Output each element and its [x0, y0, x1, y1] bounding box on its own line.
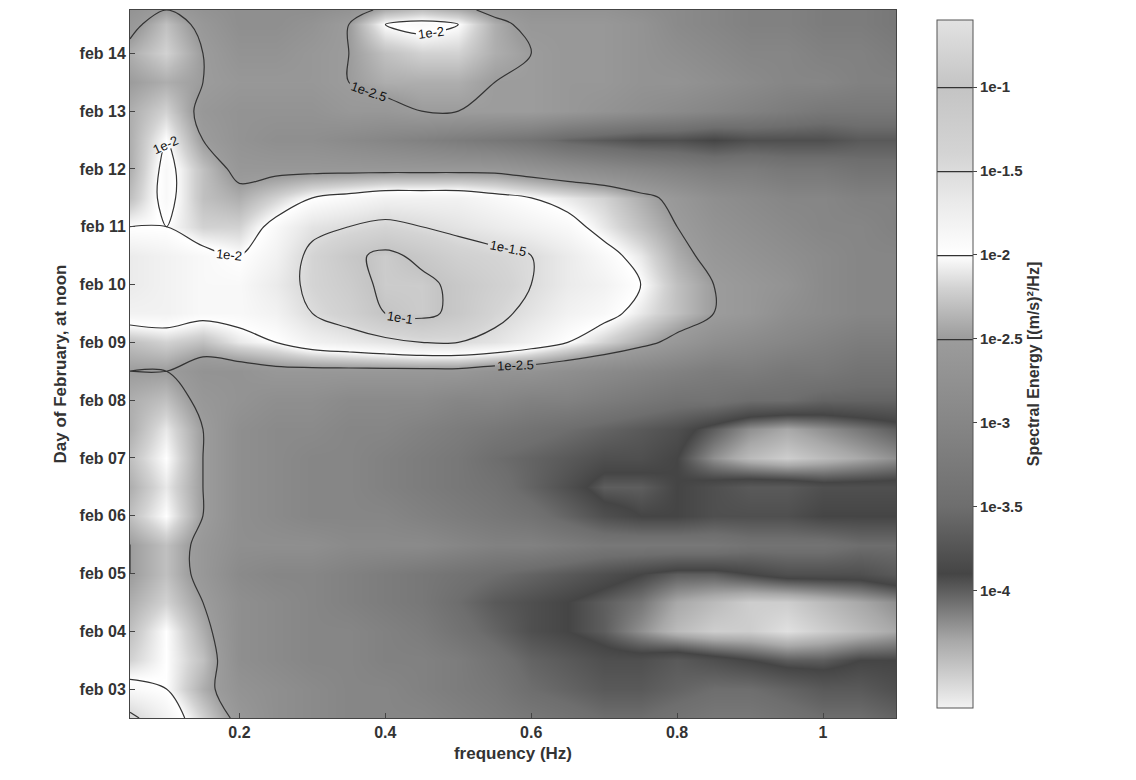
svg-text:1e-1.5: 1e-1.5: [980, 162, 1023, 179]
svg-text:1e-4: 1e-4: [980, 582, 1011, 599]
svg-text:feb 10: feb 10: [80, 276, 126, 293]
svg-text:0.4: 0.4: [374, 724, 396, 741]
svg-text:1e-1: 1e-1: [980, 78, 1010, 95]
svg-text:1e-3.5: 1e-3.5: [980, 498, 1023, 515]
svg-text:feb 09: feb 09: [80, 334, 126, 351]
svg-text:0.2: 0.2: [228, 724, 250, 741]
svg-text:0.6: 0.6: [520, 724, 542, 741]
svg-text:feb 07: feb 07: [80, 450, 126, 467]
svg-text:feb 03: feb 03: [80, 681, 126, 698]
svg-text:1e-2.5: 1e-2.5: [980, 330, 1023, 347]
svg-text:1e-1: 1e-1: [386, 308, 414, 327]
svg-text:1e-2: 1e-2: [215, 246, 243, 264]
svg-text:feb 14: feb 14: [80, 45, 126, 62]
svg-text:1e-2: 1e-2: [980, 246, 1010, 263]
svg-text:feb 11: feb 11: [80, 218, 125, 235]
svg-text:feb 05: feb 05: [80, 565, 126, 582]
svg-text:feb 12: feb 12: [80, 161, 126, 178]
svg-text:1e-2.5: 1e-2.5: [349, 79, 389, 105]
svg-text:Spectral Energy [(m/s)²/Hz]: Spectral Energy [(m/s)²/Hz]: [1025, 262, 1042, 466]
svg-text:feb 13: feb 13: [80, 103, 126, 120]
svg-text:frequency (Hz): frequency (Hz): [454, 744, 572, 763]
svg-text:1e-3: 1e-3: [980, 414, 1010, 431]
svg-text:1e-1.5: 1e-1.5: [489, 237, 528, 259]
svg-text:feb 08: feb 08: [80, 392, 126, 409]
svg-text:feb 04: feb 04: [80, 623, 126, 640]
svg-text:0.8: 0.8: [666, 724, 688, 741]
svg-text:1e-2: 1e-2: [151, 133, 181, 157]
svg-text:1: 1: [819, 724, 828, 741]
svg-text:1e-2: 1e-2: [417, 24, 445, 42]
svg-text:Day of February, at noon: Day of February, at noon: [51, 265, 70, 464]
svg-text:1e-2.5: 1e-2.5: [497, 357, 534, 373]
svg-text:feb 06: feb 06: [80, 507, 126, 524]
